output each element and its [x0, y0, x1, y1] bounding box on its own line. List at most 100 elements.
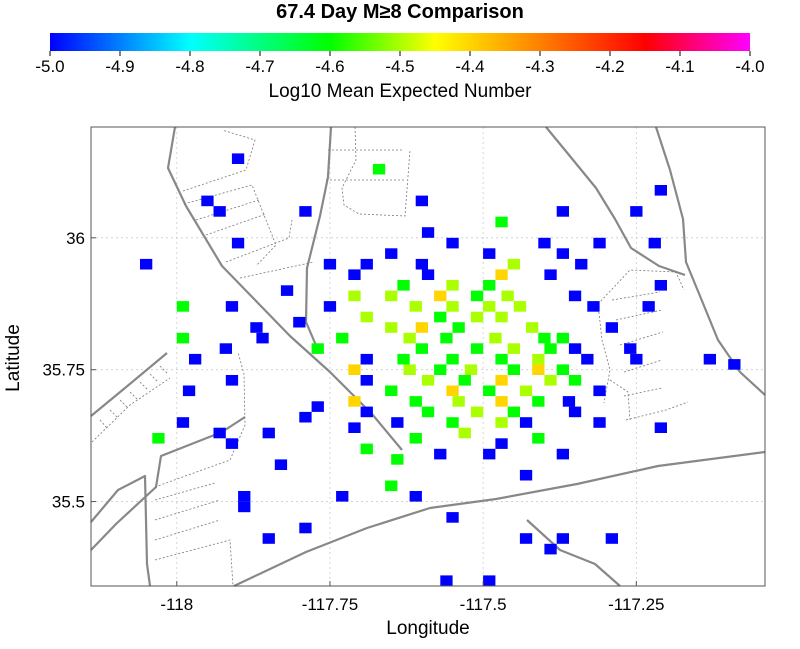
- heatmap-cell: [654, 422, 667, 433]
- heatmap-cell: [299, 522, 312, 534]
- heatmap-cell: [470, 406, 484, 418]
- heatmap-cell: [495, 438, 508, 449]
- heatmap-cell: [581, 353, 594, 365]
- heatmap-cell: [256, 332, 269, 344]
- heatmap-cell: [421, 269, 435, 280]
- heatmap-cell: [728, 359, 741, 370]
- heatmap-cell: [483, 280, 496, 291]
- heatmap-cell: [446, 301, 459, 312]
- heatmap-cell: [421, 406, 435, 418]
- heatmap-cell: [446, 385, 459, 397]
- heatmap-cell: [293, 316, 306, 328]
- heatmap-cell: [397, 353, 410, 365]
- heatmap-cell: [654, 280, 667, 291]
- heatmap-cell: [630, 353, 643, 365]
- heatmap-cell: [434, 311, 447, 323]
- heatmap-cell: [519, 533, 533, 544]
- heatmap-cell: [605, 533, 618, 544]
- heatmap-cell: [562, 396, 576, 407]
- heatmap-cell: [544, 269, 557, 280]
- heatmap-cell: [526, 322, 539, 333]
- heatmap-cell: [397, 280, 410, 291]
- heatmap-cell: [360, 375, 373, 386]
- colorbar-tick-label: -4.4: [455, 57, 484, 76]
- x-tick-label: -117.75: [302, 595, 358, 614]
- heatmap-cell: [403, 364, 416, 375]
- heatmap-cell: [532, 396, 545, 407]
- heatmap-cell: [483, 248, 496, 259]
- heatmap-cell: [556, 332, 569, 344]
- heatmap-cell: [495, 216, 508, 228]
- heatmap-cell: [519, 469, 533, 481]
- heatmap-cell: [648, 237, 661, 249]
- heatmap-cell: [409, 301, 422, 312]
- heatmap-cell: [630, 206, 643, 217]
- heatmap-cell: [495, 417, 508, 428]
- heatmap-cell: [556, 364, 569, 375]
- heatmap-cell: [360, 406, 373, 418]
- colorbar-tick-label: -4.3: [525, 57, 554, 76]
- heatmap-cell: [360, 443, 373, 455]
- plot-frame: [90, 126, 766, 587]
- colorbar-tick-label: -4.5: [385, 57, 414, 76]
- heatmap-cell: [489, 332, 502, 344]
- heatmap-cell: [434, 364, 447, 375]
- heatmap-cell: [299, 206, 312, 217]
- heatmap-cell: [415, 322, 428, 333]
- heatmap-cell: [421, 227, 435, 238]
- heatmap-cell: [213, 427, 226, 439]
- heatmap-cell: [587, 301, 600, 312]
- colorbar: [50, 33, 750, 51]
- heatmap-cell: [556, 448, 569, 460]
- colorbar-tick-label: -4.0: [735, 57, 764, 76]
- heatmap-cell: [311, 343, 324, 354]
- heatmap-cell: [593, 237, 606, 249]
- heatmap-cell: [336, 491, 349, 502]
- heatmap-cell: [446, 512, 459, 523]
- colorbar-ticks: -5.0 -4.9 -4.8 -4.7 -4.6 -4.5 -4.4 -4.3 -4.2 -4.1…: [35, 51, 765, 76]
- heatmap-cell: [538, 237, 551, 249]
- heatmap-cell: [532, 353, 545, 365]
- heatmap-cell: [348, 422, 361, 433]
- heatmap-cell: [311, 401, 324, 412]
- heatmap-cell: [519, 417, 533, 428]
- heatmap-cell: [593, 385, 606, 397]
- y-tick-label: 35.5: [52, 493, 85, 512]
- heatmap-cell: [556, 206, 569, 217]
- heatmap-cell: [415, 195, 428, 207]
- heatmap-cell: [403, 332, 416, 344]
- heatmap-cell: [642, 301, 655, 312]
- heatmap-cell: [495, 269, 508, 280]
- heatmap-cell: [182, 385, 196, 397]
- heatmap-cell: [250, 322, 263, 333]
- heatmap-cell: [703, 353, 716, 365]
- heatmap-cell: [189, 353, 202, 365]
- heatmap-cell: [434, 290, 447, 302]
- heatmap-cell: [201, 195, 214, 207]
- heatmap-cell: [532, 364, 545, 375]
- heatmap-cell: [483, 385, 496, 397]
- heatmap-cell: [385, 385, 398, 397]
- heatmap-cell: [409, 491, 422, 502]
- heatmap-cell: [624, 343, 637, 354]
- heatmap-cell: [483, 448, 496, 460]
- heatmap-cell: [538, 332, 551, 344]
- heatmap-cell: [513, 301, 527, 312]
- heatmap-cell: [556, 248, 569, 259]
- heatmap-cell: [176, 332, 190, 344]
- heatmap-cell: [446, 237, 459, 249]
- colorbar-tick-label: -4.2: [595, 57, 624, 76]
- heatmap-cell: [225, 375, 239, 386]
- heatmap-cell: [176, 417, 190, 428]
- heatmap-cell: [360, 311, 373, 323]
- heatmap-cell: [483, 301, 496, 312]
- y-axis-label: Latitude: [3, 324, 24, 392]
- heatmap-cell: [385, 322, 398, 333]
- heatmap-cell: [409, 396, 422, 407]
- heatmap-cell: [231, 237, 245, 249]
- heatmap-cell: [519, 385, 533, 397]
- heatmap-cell: [219, 343, 232, 354]
- heatmap-cell: [458, 427, 471, 439]
- heatmap-cell: [446, 280, 459, 291]
- heatmap-cell: [532, 433, 545, 444]
